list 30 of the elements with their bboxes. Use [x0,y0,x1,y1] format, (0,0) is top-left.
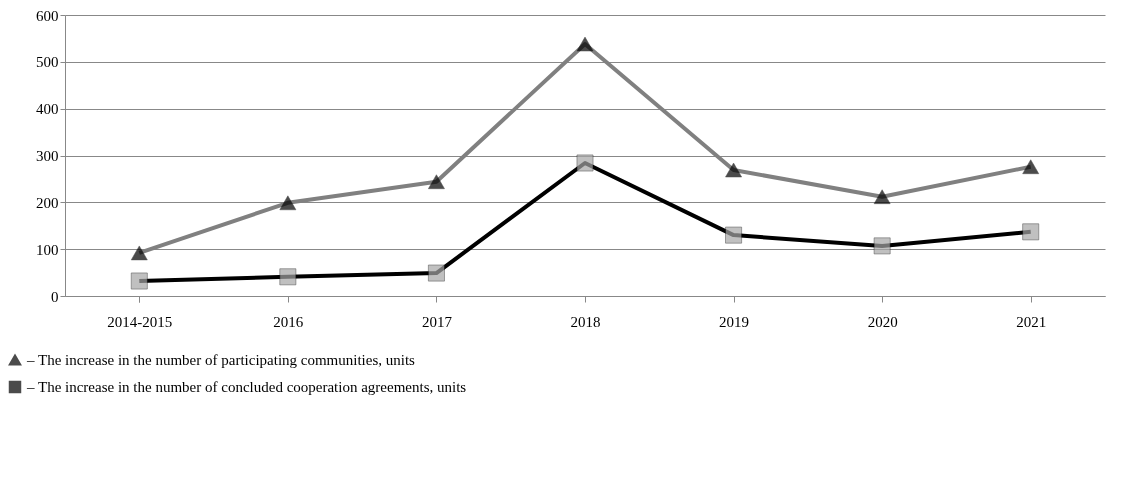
point [873,189,891,204]
point [725,162,742,178]
y-tick-label: 200 [36,194,59,211]
legend-label: – The increase in the number of concluded cooperation agreements, units [26,379,467,395]
point [1022,223,1040,241]
y-tick-label: 500 [36,54,59,71]
y-tick-label: 300 [36,148,59,164]
point [576,154,594,172]
point [130,272,148,290]
y-tick-label: 600 [36,7,59,24]
point [576,36,594,52]
x-tick-label: 2016 [273,313,304,330]
point [130,245,148,261]
point [279,268,297,286]
y-tick-label: 400 [36,101,59,118]
point [1022,159,1040,174]
x-tick-label: 2017 [421,313,453,330]
x-tick-label: 2021 [1016,313,1047,330]
y-tick-label: 0 [51,288,59,305]
x-tick-label: 2018 [570,313,601,330]
point [428,264,445,282]
point [279,195,297,211]
y-tick-label: 100 [36,241,59,258]
x-tick-label: 2019 [719,313,750,330]
legend-label: – The increase in the number of participating communities, units [26,352,416,368]
x-tick-label: 2014-2015 [107,313,173,330]
point [873,237,891,255]
point [725,226,742,244]
point [428,174,445,189]
x-tick-label: 2020 [867,313,898,330]
